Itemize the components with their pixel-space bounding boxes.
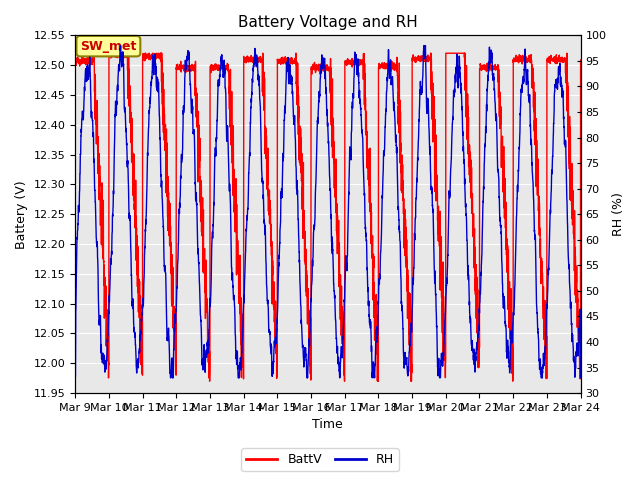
BattV <box>177 59 184 64</box>
BattV <box>577 57 584 63</box>
RH <box>116 43 124 48</box>
BattV <box>393 64 401 70</box>
RH <box>392 142 400 148</box>
BattV <box>310 62 318 68</box>
Title: Battery Voltage and RH: Battery Voltage and RH <box>238 15 418 30</box>
X-axis label: Time: Time <box>312 419 343 432</box>
Legend: BattV, RH: BattV, RH <box>241 448 399 471</box>
BattV <box>254 55 262 61</box>
Y-axis label: Battery (V): Battery (V) <box>15 180 28 249</box>
BattV <box>206 378 214 384</box>
RH <box>371 362 379 368</box>
BattV <box>90 50 98 56</box>
RH <box>577 375 584 381</box>
RH <box>71 375 79 381</box>
RH <box>310 224 317 230</box>
BattV <box>71 60 79 66</box>
RH <box>254 72 262 77</box>
Line: RH: RH <box>75 46 580 378</box>
RH <box>538 375 545 381</box>
BattV <box>371 310 379 315</box>
Y-axis label: RH (%): RH (%) <box>612 192 625 236</box>
Line: BattV: BattV <box>75 53 580 381</box>
RH <box>177 176 184 181</box>
Text: SW_met: SW_met <box>80 40 136 53</box>
BattV <box>538 261 545 267</box>
